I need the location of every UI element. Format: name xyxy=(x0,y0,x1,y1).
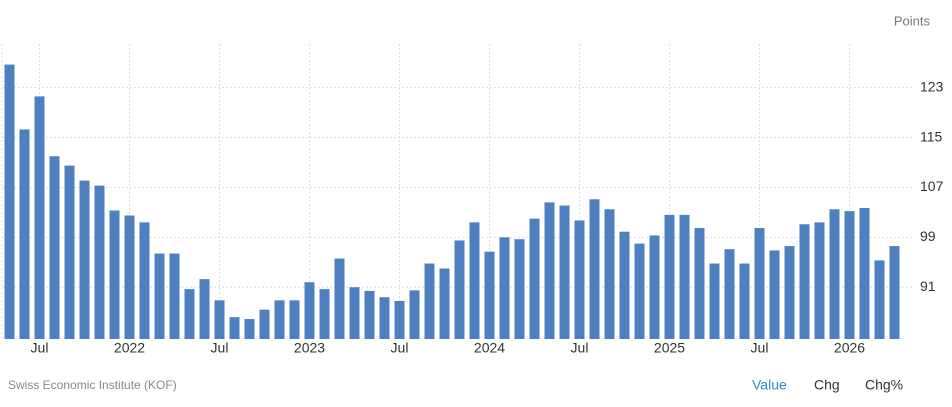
tab[interactable]: Value xyxy=(752,377,787,393)
bar xyxy=(649,235,660,339)
x-tick-label: 2024 xyxy=(474,340,505,356)
bar xyxy=(544,202,555,339)
x-tick-label: Jul xyxy=(751,340,769,356)
bar xyxy=(259,309,270,339)
bar xyxy=(334,258,345,339)
bar xyxy=(799,224,810,339)
bar xyxy=(829,209,840,339)
bar xyxy=(274,300,285,339)
bar xyxy=(559,205,570,339)
tab[interactable]: Chg% xyxy=(865,377,903,393)
bar xyxy=(499,237,510,339)
bar xyxy=(214,300,225,339)
bar xyxy=(394,300,405,339)
bar xyxy=(664,214,675,339)
bar xyxy=(304,282,315,339)
bar xyxy=(124,215,135,339)
bar xyxy=(859,208,870,339)
bar xyxy=(229,317,240,339)
x-tick-label: Jul xyxy=(571,340,589,356)
y-tick-label: 107 xyxy=(920,178,944,194)
x-tick-label: 2023 xyxy=(294,340,325,356)
bar xyxy=(709,263,720,339)
y-tick-label: 99 xyxy=(920,228,936,244)
y-tick-label: 115 xyxy=(920,128,943,144)
bar xyxy=(64,165,75,339)
bar xyxy=(769,250,780,339)
bar xyxy=(379,297,390,339)
source: Swiss Economic Institute (KOF) xyxy=(8,378,177,392)
bar xyxy=(79,180,90,339)
bar xyxy=(139,222,150,339)
tab[interactable]: Chg xyxy=(814,377,840,393)
bar xyxy=(349,287,360,339)
bar xyxy=(574,220,585,339)
bar xyxy=(244,319,255,339)
bar xyxy=(94,185,105,339)
bar xyxy=(319,289,330,339)
bar xyxy=(424,263,435,339)
bar xyxy=(469,222,480,339)
bar xyxy=(889,246,900,339)
bar xyxy=(289,300,300,339)
bar xyxy=(604,209,615,339)
bar xyxy=(439,268,450,339)
bar xyxy=(514,239,525,339)
x-tick-label: 2026 xyxy=(834,340,865,356)
bar xyxy=(589,199,600,339)
bar xyxy=(484,251,495,339)
bar xyxy=(19,129,30,339)
bar xyxy=(4,64,15,340)
bar xyxy=(109,210,120,339)
bar xyxy=(364,290,375,339)
bar xyxy=(49,156,60,339)
x-tick-label: 2025 xyxy=(654,340,685,356)
bar xyxy=(679,214,690,339)
unit-label: Points xyxy=(894,13,931,28)
bar xyxy=(34,96,45,339)
bar xyxy=(529,218,540,339)
bar xyxy=(454,240,465,339)
y-tick-label: 91 xyxy=(920,278,936,294)
bar xyxy=(844,211,855,339)
bar xyxy=(184,289,195,339)
bar xyxy=(154,253,165,339)
bar xyxy=(694,227,705,339)
bar xyxy=(169,253,180,339)
bar xyxy=(754,227,765,339)
x-tick-label: 2022 xyxy=(114,340,145,356)
x-tick-label: Jul xyxy=(211,340,229,356)
bar xyxy=(739,263,750,339)
x-tick-label: Jul xyxy=(31,340,49,356)
bar xyxy=(619,231,630,339)
bar xyxy=(874,260,885,339)
bar xyxy=(814,222,825,339)
bar xyxy=(784,246,795,339)
bar xyxy=(724,249,735,339)
bar xyxy=(634,243,645,339)
bar xyxy=(409,290,420,339)
bar xyxy=(199,279,210,339)
x-tick-label: Jul xyxy=(391,340,409,356)
y-tick-label: 123 xyxy=(920,78,944,94)
